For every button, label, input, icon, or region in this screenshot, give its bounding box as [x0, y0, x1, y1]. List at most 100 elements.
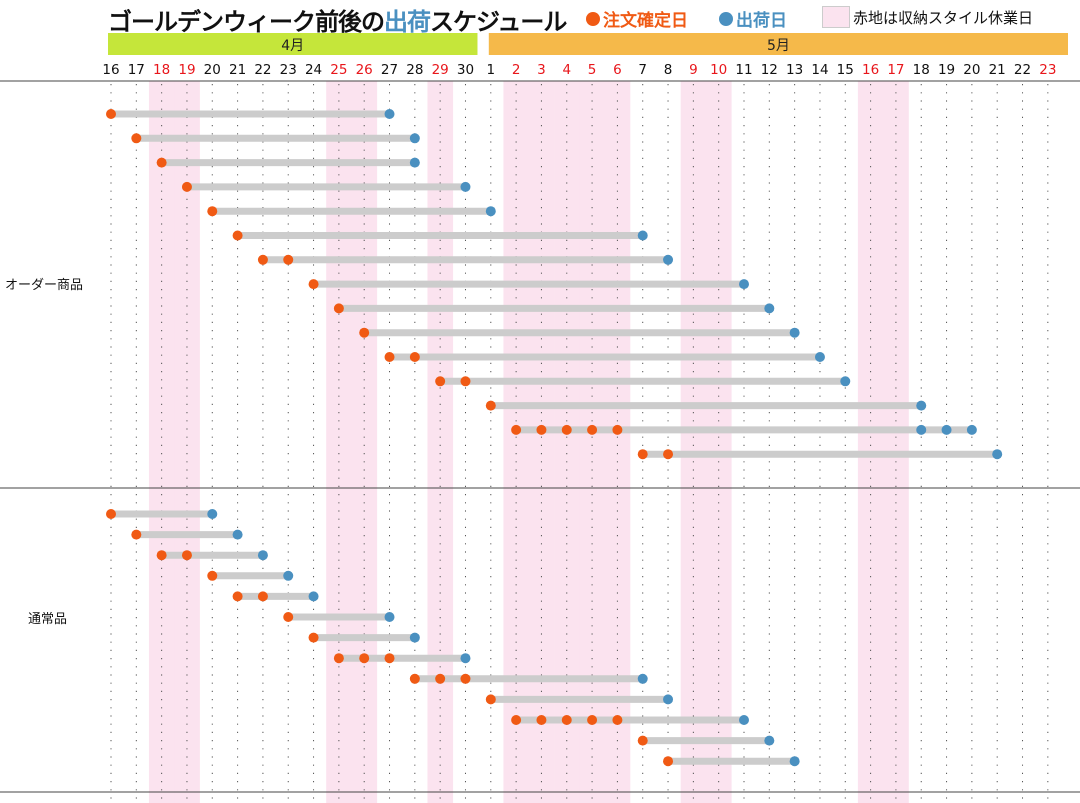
order-date-dot	[283, 612, 294, 622]
order-date-dot	[308, 279, 319, 290]
ship-date-dot	[840, 376, 851, 387]
ship-date-dot	[232, 529, 243, 540]
ship-date-dot	[257, 550, 268, 561]
day-label: 18	[913, 62, 930, 78]
day-label: 24	[305, 62, 322, 78]
holiday-band	[554, 81, 580, 803]
day-label: 2	[512, 62, 521, 78]
day-label: 9	[689, 62, 698, 78]
order-date-dot	[207, 570, 218, 581]
ship-date-dot	[789, 756, 800, 767]
order-date-dot	[435, 376, 446, 387]
holiday-band	[503, 81, 530, 803]
ship-date-dot	[308, 591, 319, 602]
ship-date-dot	[283, 570, 294, 581]
section-label-regular: 通常品	[28, 612, 68, 627]
order-date-dot	[460, 376, 471, 387]
title-prefix: ゴールデンウィーク前後の	[108, 8, 385, 36]
ship-date-dot	[460, 181, 471, 192]
legend-holiday-label: 赤地は収納スタイル休業日	[853, 9, 1034, 27]
legend-ship-label: 出荷日	[736, 11, 787, 31]
day-label: 1	[487, 62, 496, 78]
order-date-dot	[511, 424, 522, 435]
day-label: 8	[664, 62, 673, 78]
month-label: 5月	[767, 38, 790, 54]
day-label: 21	[989, 62, 1006, 78]
ship-date-dot	[789, 327, 800, 338]
ship-date-dot	[764, 303, 775, 314]
month-bar	[108, 33, 478, 55]
ship-date-dot	[739, 279, 749, 290]
day-label: 28	[406, 62, 423, 78]
day-label: 12	[761, 62, 778, 78]
order-date-dot	[587, 424, 598, 435]
holiday-band	[604, 81, 631, 803]
ship-date-dot	[966, 424, 977, 435]
title-highlight: 出荷	[384, 8, 431, 36]
order-date-dot	[181, 550, 192, 561]
day-label: 25	[330, 62, 347, 78]
order-date-dot	[663, 756, 674, 767]
holiday-band	[680, 81, 707, 803]
order-date-dot	[435, 673, 446, 684]
day-label: 11	[735, 62, 752, 78]
day-label: 7	[638, 62, 647, 78]
order-date-dot	[536, 424, 547, 435]
ship-date-dot	[992, 449, 1003, 460]
order-date-dot	[106, 509, 116, 519]
title-suffix: スケジュール	[430, 8, 567, 36]
ship-date-dot	[764, 735, 775, 746]
ship-date-dot	[485, 206, 496, 217]
order-date-dot	[384, 653, 395, 664]
ship-date-dot	[384, 612, 395, 622]
ship-date-dot	[409, 133, 420, 144]
order-date-dot	[460, 673, 471, 684]
legend-order-label: 注文確定日	[603, 11, 688, 31]
day-label: 4	[562, 62, 571, 78]
month-label: 4月	[281, 38, 304, 54]
day-label: 10	[710, 62, 727, 78]
day-label: 17	[887, 62, 904, 78]
day-label: 14	[811, 62, 828, 78]
day-label: 23	[1039, 62, 1056, 78]
day-label: 29	[432, 62, 449, 78]
ship-date-dot	[663, 254, 674, 265]
order-date-dot	[612, 424, 623, 435]
section-label-order: オーダー商品	[5, 278, 84, 293]
holiday-band	[148, 81, 175, 803]
order-date-dot	[561, 424, 572, 435]
order-date-dot	[257, 591, 268, 602]
order-date-dot	[232, 591, 243, 602]
order-date-dot	[333, 303, 344, 314]
day-label: 27	[381, 62, 398, 78]
order-date-dot	[409, 352, 420, 362]
day-label: 3	[537, 62, 546, 78]
order-date-dot	[283, 254, 294, 265]
day-label: 17	[128, 62, 145, 78]
ship-date-dot	[409, 157, 420, 168]
day-label: 23	[280, 62, 297, 78]
order-date-dot	[131, 133, 142, 144]
order-date-dot	[637, 735, 648, 746]
day-label: 19	[178, 62, 195, 78]
ship-date-dot	[663, 694, 674, 705]
order-date-dot	[359, 327, 370, 338]
order-date-dot	[333, 653, 344, 664]
order-date-dot	[131, 529, 142, 540]
holiday-band	[705, 81, 732, 803]
order-date-dot	[181, 181, 192, 192]
day-label: 26	[356, 62, 373, 78]
ship-date-dot	[739, 715, 749, 725]
order-date-dot	[511, 715, 522, 725]
legend-order: 注文確定日	[586, 6, 688, 31]
order-date-dot	[485, 400, 496, 411]
order-dot-icon	[586, 11, 600, 26]
holiday-band	[857, 81, 884, 803]
holiday-swatch-icon	[822, 6, 850, 28]
holiday-band	[579, 81, 605, 803]
day-label: 19	[938, 62, 955, 78]
order-date-dot	[257, 254, 268, 265]
holiday-band	[883, 81, 909, 803]
